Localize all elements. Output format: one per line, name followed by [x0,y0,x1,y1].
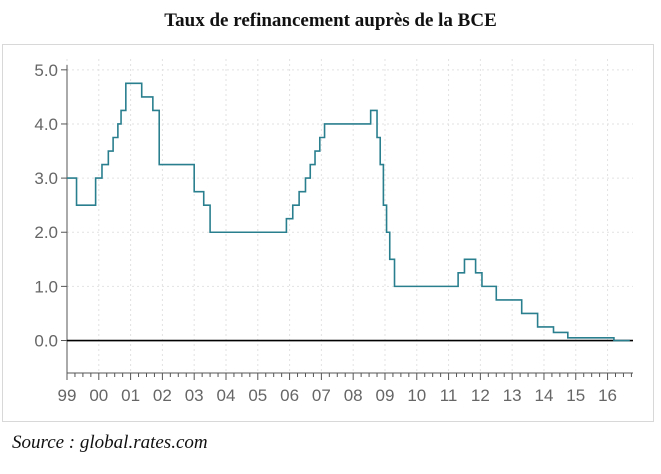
y-tick-label: 3.0 [34,169,58,188]
x-tick-label: 08 [344,386,363,405]
x-tick-label: 11 [440,386,458,405]
x-tick-label: 05 [248,386,267,405]
x-tick-label: 07 [312,386,331,405]
x-tick-label: 10 [407,386,426,405]
y-tick-label: 5.0 [34,61,58,80]
x-tick-label: 15 [566,386,585,405]
x-tick-label: 13 [503,386,522,405]
x-tick-label: 14 [535,386,554,405]
rate-series-line [67,82,630,342]
x-tick-label: 01 [121,386,140,405]
x-tick-label: 16 [598,386,617,405]
y-tick-label: 0.0 [34,332,58,351]
x-tick-label: 00 [89,386,108,405]
y-tick-label: 1.0 [34,277,58,296]
x-tick-label: 09 [376,386,395,405]
x-tick-label: 03 [185,386,204,405]
y-tick-label: 2.0 [34,223,58,242]
x-tick-label: 12 [471,386,490,405]
x-tick-label: 04 [217,386,236,405]
chart-frame: 0.0 1.0 2.0 3.0 4.0 5.0 99 00 01 02 03 04 05 06 07 08 09… [2,44,654,422]
x-tick-label: 02 [153,386,172,405]
y-tick-label: 4.0 [34,115,58,134]
x-tick-label: 06 [280,386,299,405]
chart-title: Taux de refinancement auprès de la BCE [164,10,497,31]
line-chart: 0.0 1.0 2.0 3.0 4.0 5.0 99 00 01 02 03 04 05 06 07 08 09… [34,59,633,405]
x-tick-label: 99 [58,386,77,405]
source-note: Source : global.rates.com [12,432,208,453]
